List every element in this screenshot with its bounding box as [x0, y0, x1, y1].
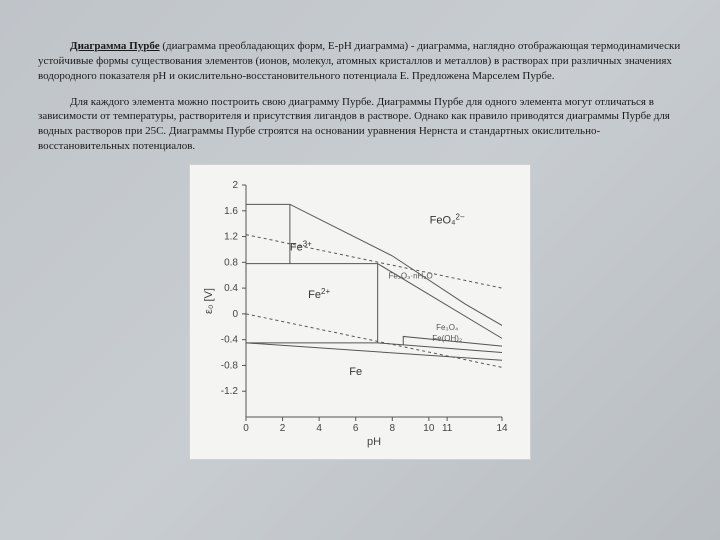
- svg-text:Fe₃O₄: Fe₃O₄: [436, 323, 458, 332]
- svg-text:FeO₄2−: FeO₄2−: [430, 212, 465, 227]
- pourbaix-chart: 2 1.6 1.2 0.8 0.4 0 -0.4 -0.8 -1.2 0 2 4 6 8 10 11 14 pH ε…: [189, 164, 531, 460]
- svg-text:0.4: 0.4: [224, 283, 238, 294]
- svg-text:14: 14: [496, 423, 508, 434]
- svg-text:8: 8: [390, 423, 396, 434]
- svg-text:2: 2: [232, 180, 238, 191]
- pourbaix-svg: 2 1.6 1.2 0.8 0.4 0 -0.4 -0.8 -1.2 0 2 4 6 8 10 11 14 pH ε…: [200, 173, 520, 453]
- svg-text:0.8: 0.8: [224, 257, 238, 268]
- svg-text:2: 2: [280, 423, 286, 434]
- svg-text:6: 6: [353, 423, 359, 434]
- svg-text:Fe₂O₃·nH₂O: Fe₂O₃·nH₂O: [388, 271, 432, 280]
- svg-text:-1.2: -1.2: [221, 386, 239, 397]
- svg-text:Fe2+: Fe2+: [308, 286, 330, 301]
- svg-text:Fe: Fe: [349, 366, 362, 378]
- paragraph-2: Для каждого элемента можно построить сво…: [38, 95, 682, 154]
- svg-text:11: 11: [442, 423, 453, 434]
- chart-container: 2 1.6 1.2 0.8 0.4 0 -0.4 -0.8 -1.2 0 2 4 6 8 10 11 14 pH ε…: [38, 164, 682, 460]
- svg-text:pH: pH: [367, 436, 381, 448]
- svg-text:10: 10: [423, 423, 435, 434]
- svg-text:-0.4: -0.4: [221, 335, 239, 346]
- svg-text:-0.8: -0.8: [221, 360, 239, 371]
- svg-text:1.6: 1.6: [224, 206, 238, 217]
- svg-text:ε₀ [V]: ε₀ [V]: [203, 288, 215, 314]
- svg-text:0: 0: [243, 423, 249, 434]
- svg-text:Fe(OH)₂: Fe(OH)₂: [432, 334, 462, 343]
- svg-text:0: 0: [232, 309, 238, 320]
- paragraph-1: Диаграмма Пурбе (диаграмма преобладающих…: [38, 39, 682, 84]
- svg-text:1.2: 1.2: [224, 231, 238, 242]
- svg-text:Fe3+: Fe3+: [290, 239, 312, 254]
- svg-text:4: 4: [316, 423, 322, 434]
- lead-term: Диаграмма Пурбе: [70, 40, 160, 52]
